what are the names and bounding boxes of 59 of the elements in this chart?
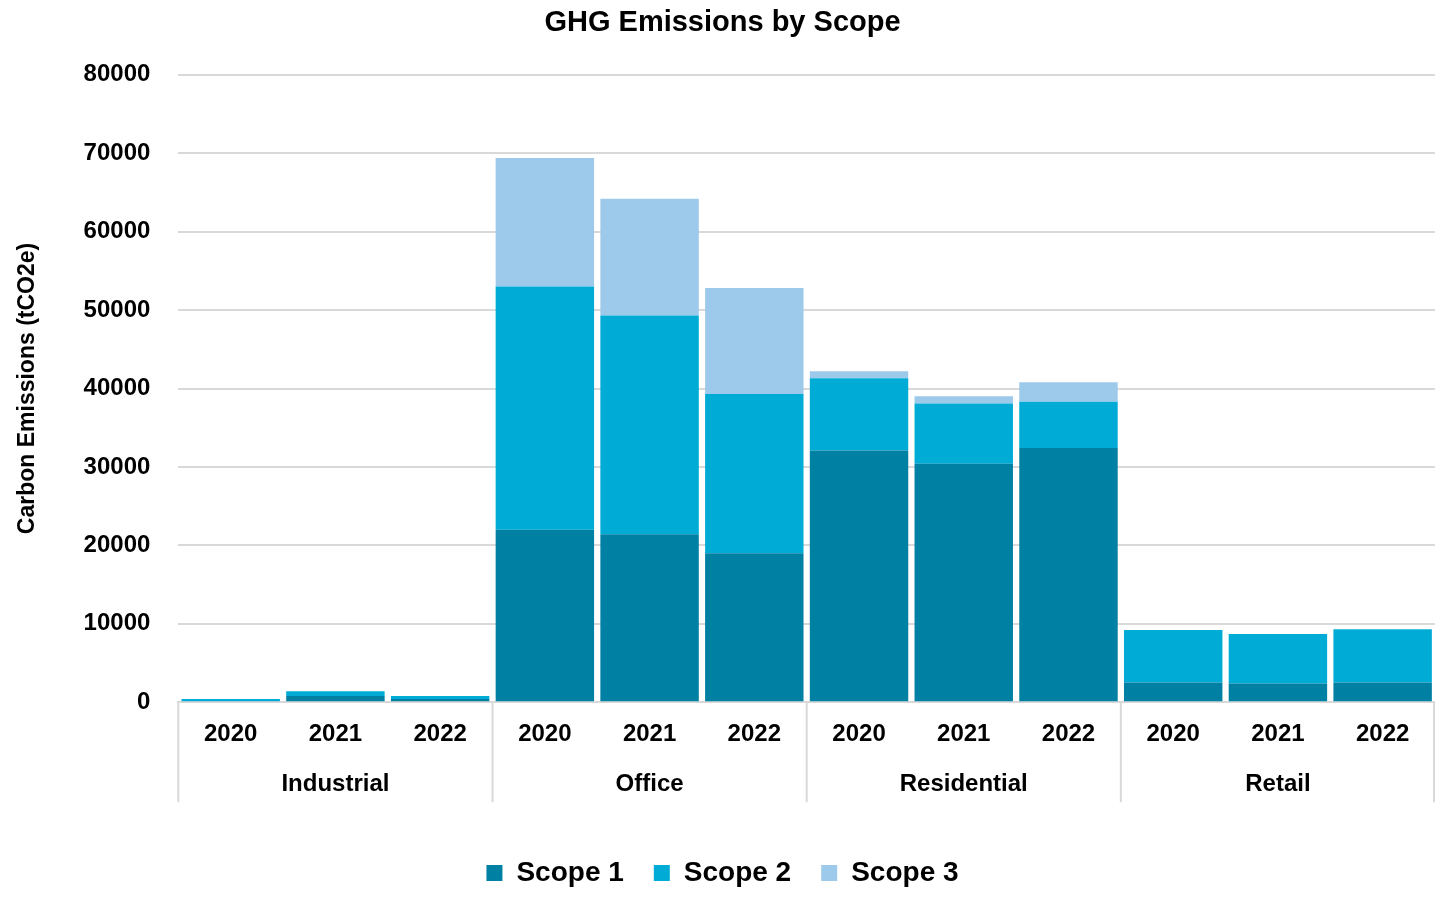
legend-label: Scope 2 (683, 855, 792, 887)
y-tick-label: 50000 (83, 294, 151, 322)
bar (600, 315, 699, 535)
x-tick-label: 2020 (832, 719, 886, 747)
bar (495, 529, 595, 702)
bar (600, 534, 699, 702)
bar (705, 393, 804, 554)
bar (390, 699, 490, 702)
bar (495, 286, 595, 530)
y-tick-label: 30000 (83, 451, 151, 479)
bar (705, 288, 804, 394)
x-tick-label: 2021 (937, 719, 991, 747)
bar (1123, 630, 1223, 683)
bar (1123, 682, 1223, 702)
x-tick-label: 2022 (413, 719, 467, 747)
y-tick-label: 40000 (83, 373, 151, 401)
bar (809, 450, 909, 702)
x-tick-label: 2021 (308, 719, 363, 747)
text: Office (615, 768, 684, 796)
bar (495, 157, 595, 287)
legend-label: Scope 1 (516, 855, 624, 887)
y-tick-label: 80000 (83, 59, 151, 87)
x-tick-label: 2022 (1355, 719, 1410, 747)
bar (181, 699, 280, 702)
y-tick-label: 70000 (83, 137, 151, 165)
bar (809, 378, 909, 451)
x-tick-label: 2022 (727, 719, 781, 747)
bar (600, 198, 699, 316)
text: Residential (899, 768, 1028, 796)
bar (914, 396, 1013, 404)
y-tick-label: 60000 (83, 216, 151, 244)
x-tick-label: 2020 (1146, 719, 1200, 747)
bar (286, 695, 385, 702)
bar (914, 463, 1013, 702)
bar (1333, 682, 1432, 702)
bar (390, 695, 490, 700)
y-tick-label: 0 (136, 686, 151, 714)
bar (1228, 633, 1328, 684)
chart-title: GHG Emissions by Scope (544, 5, 901, 38)
legend-label: Scope 3 (851, 855, 959, 887)
text: Industrial (281, 768, 390, 796)
bar (1228, 683, 1328, 702)
x-tick-label: 2022 (1041, 719, 1096, 747)
x-tick-label: 2020 (204, 719, 258, 747)
bar (286, 691, 385, 696)
y-tick-label: 20000 (83, 529, 151, 557)
y-tick-label: 10000 (83, 608, 151, 636)
x-tick-label: 2021 (1251, 719, 1305, 747)
bar (809, 371, 909, 379)
bar (1019, 382, 1118, 402)
bar (914, 403, 1013, 464)
x-tick-label: 2021 (622, 719, 677, 747)
bar (705, 553, 804, 702)
y-axis-title: Carbon Emissions (tCO2e) (13, 242, 40, 535)
text: Retail (1245, 768, 1311, 796)
bar (1019, 401, 1118, 449)
bar (1019, 448, 1118, 702)
x-tick-label: 2020 (518, 719, 572, 747)
bar (1333, 629, 1432, 683)
